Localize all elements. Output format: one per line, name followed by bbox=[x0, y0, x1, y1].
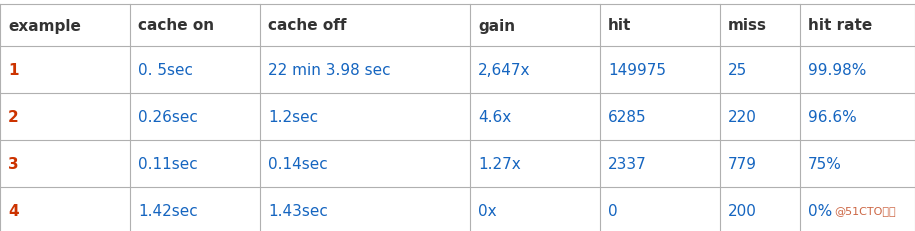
Text: 220: 220 bbox=[728, 109, 757, 125]
Text: 0x: 0x bbox=[478, 203, 497, 218]
Text: example: example bbox=[8, 18, 81, 33]
Text: 2: 2 bbox=[8, 109, 18, 125]
Text: gain: gain bbox=[478, 18, 515, 33]
Text: hit rate: hit rate bbox=[808, 18, 872, 33]
Text: 2337: 2337 bbox=[608, 156, 647, 171]
Text: 149975: 149975 bbox=[608, 63, 666, 78]
Text: 200: 200 bbox=[728, 203, 757, 218]
Text: 0.11sec: 0.11sec bbox=[138, 156, 198, 171]
Text: 1.42sec: 1.42sec bbox=[138, 203, 198, 218]
Text: 4: 4 bbox=[8, 203, 18, 218]
Text: 1.43sec: 1.43sec bbox=[268, 203, 328, 218]
Text: 0. 5sec: 0. 5sec bbox=[138, 63, 193, 78]
Text: 3: 3 bbox=[8, 156, 18, 171]
Text: 1: 1 bbox=[8, 63, 18, 78]
Text: @51CTO博客: @51CTO博客 bbox=[834, 206, 896, 216]
Text: 0.14sec: 0.14sec bbox=[268, 156, 328, 171]
Text: 0: 0 bbox=[608, 203, 618, 218]
Text: 25: 25 bbox=[728, 63, 748, 78]
Text: 1.2sec: 1.2sec bbox=[268, 109, 318, 125]
Text: 1.27x: 1.27x bbox=[478, 156, 521, 171]
Text: cache off: cache off bbox=[268, 18, 347, 33]
Text: miss: miss bbox=[728, 18, 767, 33]
Text: 2,647x: 2,647x bbox=[478, 63, 531, 78]
Text: 0%: 0% bbox=[808, 203, 833, 218]
Text: 99.98%: 99.98% bbox=[808, 63, 867, 78]
Text: 75%: 75% bbox=[808, 156, 842, 171]
Text: 0.26sec: 0.26sec bbox=[138, 109, 198, 125]
Text: cache on: cache on bbox=[138, 18, 214, 33]
Text: 22 min 3.98 sec: 22 min 3.98 sec bbox=[268, 63, 391, 78]
Text: 6285: 6285 bbox=[608, 109, 647, 125]
Text: 4.6x: 4.6x bbox=[478, 109, 511, 125]
Text: 96.6%: 96.6% bbox=[808, 109, 856, 125]
Text: 779: 779 bbox=[728, 156, 757, 171]
Text: hit: hit bbox=[608, 18, 631, 33]
